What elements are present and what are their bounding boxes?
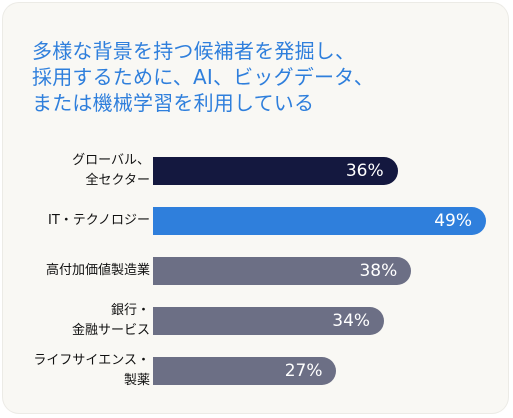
bar-row: ライフサイエンス・製薬 27% [0,347,513,395]
bar-value-label: 38% [359,261,398,281]
category-label-line: 高付加価値製造業 [45,263,150,278]
bar-row: IT・テクノロジー 49% [0,197,513,245]
category-label-line: 金融サービス [71,323,150,338]
category-label: IT・テクノロジー [5,211,150,231]
bar: 49% [153,207,486,235]
bar-row: グローバル、全セクター 36% [0,147,513,195]
bar: 27% [153,357,337,385]
category-label: 銀行・金融サービス [5,301,150,341]
bar: 36% [153,157,398,185]
category-label-line: グローバル、 [72,153,150,168]
chart-title-line: 採用するために、AI、ビッグデータ、 [32,65,374,89]
category-label-line: 製薬 [123,373,150,388]
chart-title-line: または機械学習を利用している [32,91,315,115]
bar-value-label: 49% [434,211,472,231]
chart-title: 多様な背景を持つ候補者を発掘し、 採用するために、AI、ビッグデータ、 または機… [32,38,472,116]
chart-title-line: 多様な背景を持つ候補者を発掘し、 [32,39,356,63]
category-label-line: IT・テクノロジー [48,213,150,228]
bar-value-label: 36% [345,161,384,181]
bar-value-label: 34% [332,311,371,331]
bar-row: 銀行・金融サービス 34% [0,297,513,345]
category-label: グローバル、全セクター [5,151,150,191]
category-label: 高付加価値製造業 [5,261,150,281]
category-label-line: ライフサイエンス・ [33,353,150,368]
bar-row: 高付加価値製造業 38% [0,247,513,295]
bar: 38% [153,257,412,285]
category-label-line: 全セクター [85,173,150,188]
bar-value-label: 27% [284,361,323,381]
category-label-line: 銀行・ [110,303,150,318]
bar: 34% [153,307,385,335]
category-label: ライフサイエンス・製薬 [5,351,150,391]
